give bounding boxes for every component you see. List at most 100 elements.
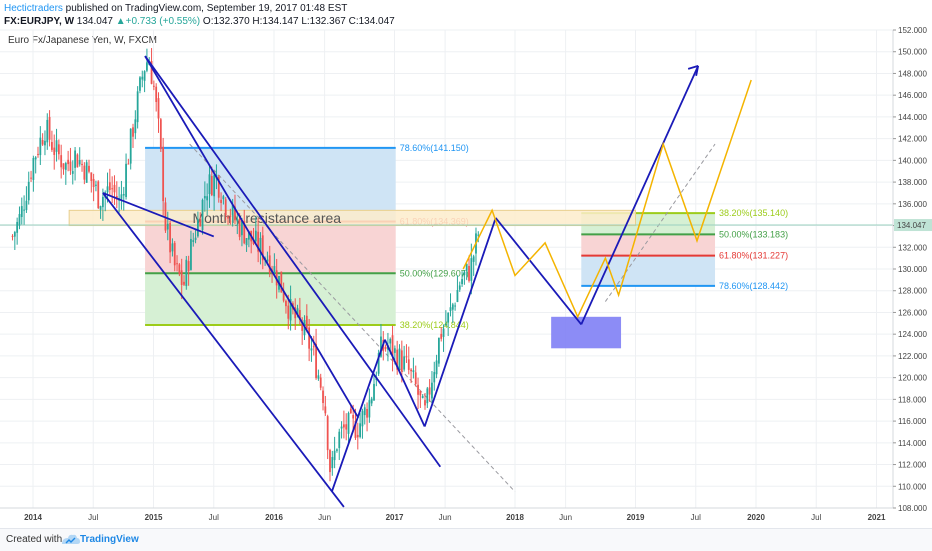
x-tick-label: 2015 <box>145 513 163 522</box>
published-text: published on TradingView.com, September … <box>62 3 348 14</box>
candle-body <box>95 184 97 186</box>
candle-body <box>162 146 165 202</box>
candle-body <box>389 338 392 344</box>
candle-body <box>380 336 382 357</box>
candle-body <box>241 220 243 236</box>
candle-body <box>185 259 188 287</box>
candle-body <box>171 243 174 252</box>
candle-body <box>224 199 227 216</box>
y-tick-label: 142.000 <box>898 135 927 144</box>
candle-body <box>192 240 195 242</box>
candle-body <box>282 291 285 301</box>
channel-line <box>144 55 360 419</box>
candle-body <box>437 337 440 364</box>
channel-line <box>384 339 426 427</box>
candle-body <box>305 315 308 330</box>
candle-body <box>326 416 329 451</box>
x-tick-label: Jun <box>559 513 572 522</box>
price-chart[interactable]: 78.60%(141.150)61.80%(134.369)50.00%(129… <box>0 0 932 528</box>
fib-level-label: 61.80%(131.227) <box>719 251 788 261</box>
y-tick-label: 112.000 <box>898 461 927 470</box>
last-price-tag-label: 134.047 <box>897 221 926 230</box>
candle-body <box>259 237 262 253</box>
author-link[interactable]: Hectictraders <box>4 3 63 14</box>
channel-line <box>580 65 699 325</box>
candle-body <box>477 234 480 236</box>
candle-body <box>190 238 192 270</box>
tradingview-cloud-icon <box>62 534 80 544</box>
y-tick-label: 136.000 <box>898 200 927 209</box>
candle-body <box>69 161 72 171</box>
candle-body <box>410 369 412 372</box>
x-tick-label: 2017 <box>386 513 404 522</box>
x-tick-label: 2019 <box>627 513 645 522</box>
y-tick-label: 138.000 <box>898 178 927 187</box>
candle-body <box>173 242 176 266</box>
x-tick-label: 2018 <box>506 513 524 522</box>
candle-body <box>356 434 359 438</box>
candle-body <box>55 140 58 152</box>
candle-body <box>451 304 454 310</box>
candle-body <box>113 184 116 193</box>
candle-body <box>176 263 178 265</box>
candle-body <box>23 209 26 211</box>
candle-body <box>220 199 222 204</box>
candle-body <box>315 343 317 379</box>
candle-body <box>46 119 49 143</box>
candle-body <box>99 206 102 210</box>
candle-body <box>51 142 53 150</box>
candle-body <box>37 153 39 155</box>
x-tick-label: 2014 <box>24 513 42 522</box>
candle-body <box>254 230 257 242</box>
candle-body <box>301 321 304 331</box>
candle-body <box>440 333 443 339</box>
x-tick-label: 2021 <box>868 513 886 522</box>
candle-body <box>76 154 79 168</box>
tradingview-brand[interactable]: TradingView <box>80 534 139 545</box>
candle-body <box>16 221 19 233</box>
candle-body <box>53 147 56 155</box>
candle-body <box>217 176 220 198</box>
candle-body <box>67 159 70 165</box>
candle-body <box>377 353 380 374</box>
candle-body <box>465 263 468 271</box>
candle-body <box>203 196 206 199</box>
y-tick-label: 132.000 <box>898 243 927 252</box>
candle-body <box>414 372 417 384</box>
candle-body <box>125 163 127 198</box>
candle-body <box>368 400 371 418</box>
candle-body <box>152 85 155 87</box>
candle-body <box>71 171 74 174</box>
candle-body <box>421 395 424 399</box>
candle-body <box>273 266 276 273</box>
channel-line <box>423 217 497 427</box>
candle-body <box>294 307 297 319</box>
candle-body <box>431 382 433 399</box>
candle-body <box>424 400 426 406</box>
chart-title: Euro Fx/Japanese Yen, W, FXCM <box>8 35 157 46</box>
candle-body <box>345 424 348 430</box>
candle-body <box>257 231 260 252</box>
candle-body <box>13 232 16 237</box>
candle-body <box>183 281 185 285</box>
y-tick-label: 130.000 <box>898 265 927 274</box>
candle-body <box>298 310 301 320</box>
y-tick-label: 140.000 <box>898 156 927 165</box>
candle-body <box>428 387 431 395</box>
candle-body <box>222 196 225 200</box>
candle-body <box>310 348 313 351</box>
y-tick-label: 148.000 <box>898 69 927 78</box>
candle-body <box>352 414 355 419</box>
last-price-tag <box>894 219 932 232</box>
candle-body <box>324 406 327 414</box>
candle-body <box>64 163 67 170</box>
y-tick-label: 152.000 <box>898 26 927 35</box>
candle-body <box>419 391 422 396</box>
y-tick-label: 124.000 <box>898 330 927 339</box>
candle-body <box>398 348 401 370</box>
candle-body <box>317 375 320 379</box>
candle-body <box>400 350 403 372</box>
candle-body <box>433 372 436 383</box>
candle-body <box>187 261 190 271</box>
candle-body <box>403 356 406 370</box>
